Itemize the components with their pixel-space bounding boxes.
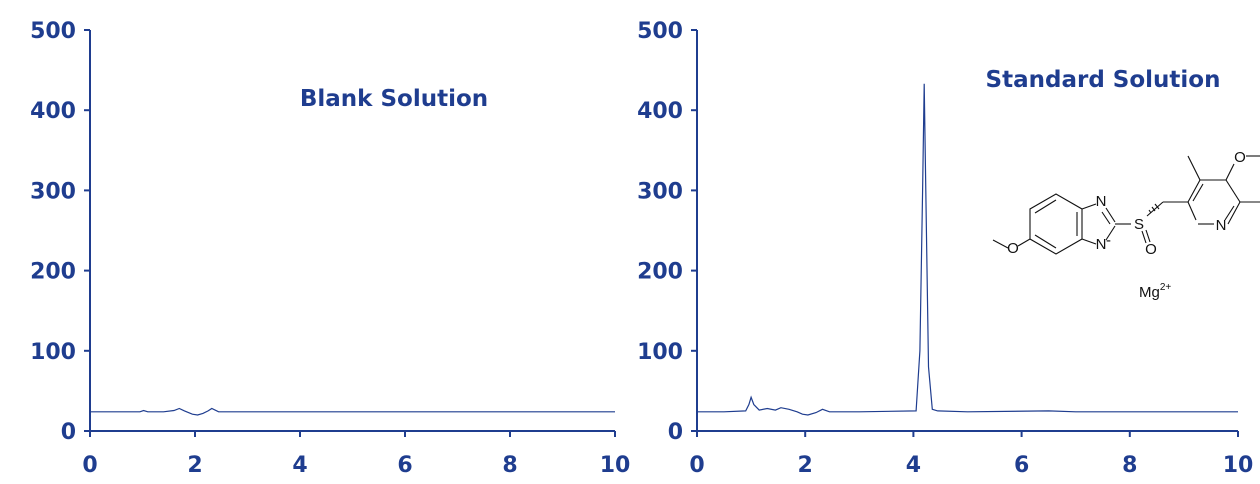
sulfoxide-oxygen-label: O — [1145, 241, 1157, 258]
x-tick-label: 10 — [600, 453, 631, 478]
esomeprazole-structure-diagram: O N N S O N O - Mg2+ — [992, 149, 1260, 301]
chart-title: Standard Solution — [986, 67, 1221, 93]
y-tick-label: 100 — [637, 340, 683, 365]
y-tick-label: 300 — [637, 179, 683, 204]
x-tick-label: 4 — [292, 453, 307, 478]
x-tick-label: 0 — [82, 453, 97, 478]
y-tick-label: 200 — [30, 260, 76, 285]
x-tick-label: 10 — [1223, 453, 1254, 478]
y-tick-label: 500 — [30, 19, 76, 44]
pyridine-nitrogen-label: N — [1216, 217, 1227, 234]
x-tick-label: 6 — [397, 453, 412, 478]
x-tick-label: 0 — [689, 453, 704, 478]
x-tick-label: 4 — [906, 453, 921, 478]
y-tick-label: 200 — [637, 260, 683, 285]
chromatogram-trace — [697, 83, 1238, 416]
y-tick-label: 100 — [30, 340, 76, 365]
y-tick-label: 400 — [30, 99, 76, 124]
y-tick-label: 300 — [30, 179, 76, 204]
x-tick-label: 8 — [502, 453, 517, 478]
x-tick-label: 2 — [187, 453, 202, 478]
y-tick-label: 0 — [668, 420, 683, 445]
sulfur-label: S — [1134, 216, 1144, 233]
chromatogram-trace — [90, 407, 615, 416]
y-tick-label: 500 — [637, 19, 683, 44]
anion-charge-mark: - — [1106, 232, 1111, 249]
x-tick-label: 6 — [1014, 453, 1029, 478]
methoxy-oxygen-label: O — [1234, 149, 1246, 166]
y-tick-label: 0 — [61, 420, 76, 445]
chart-blank-solution: Blank Solution 0 100 200 300 400 500 0 2 4 6 8 10 — [30, 19, 630, 478]
counter-ion-label: Mg2+ — [1139, 282, 1171, 301]
y-tick-label: 400 — [637, 99, 683, 124]
x-tick-label: 2 — [798, 453, 813, 478]
chart-title: Blank Solution — [300, 86, 488, 112]
nitrogen-anion-label: N — [1096, 236, 1107, 253]
chart-standard-solution: Standard Solution 0 100 200 300 400 500 0 2 4 6 8 1… — [637, 19, 1253, 478]
nitrogen-label: N — [1096, 193, 1107, 210]
oxygen-label: O — [1007, 240, 1019, 257]
x-tick-label: 8 — [1122, 453, 1137, 478]
